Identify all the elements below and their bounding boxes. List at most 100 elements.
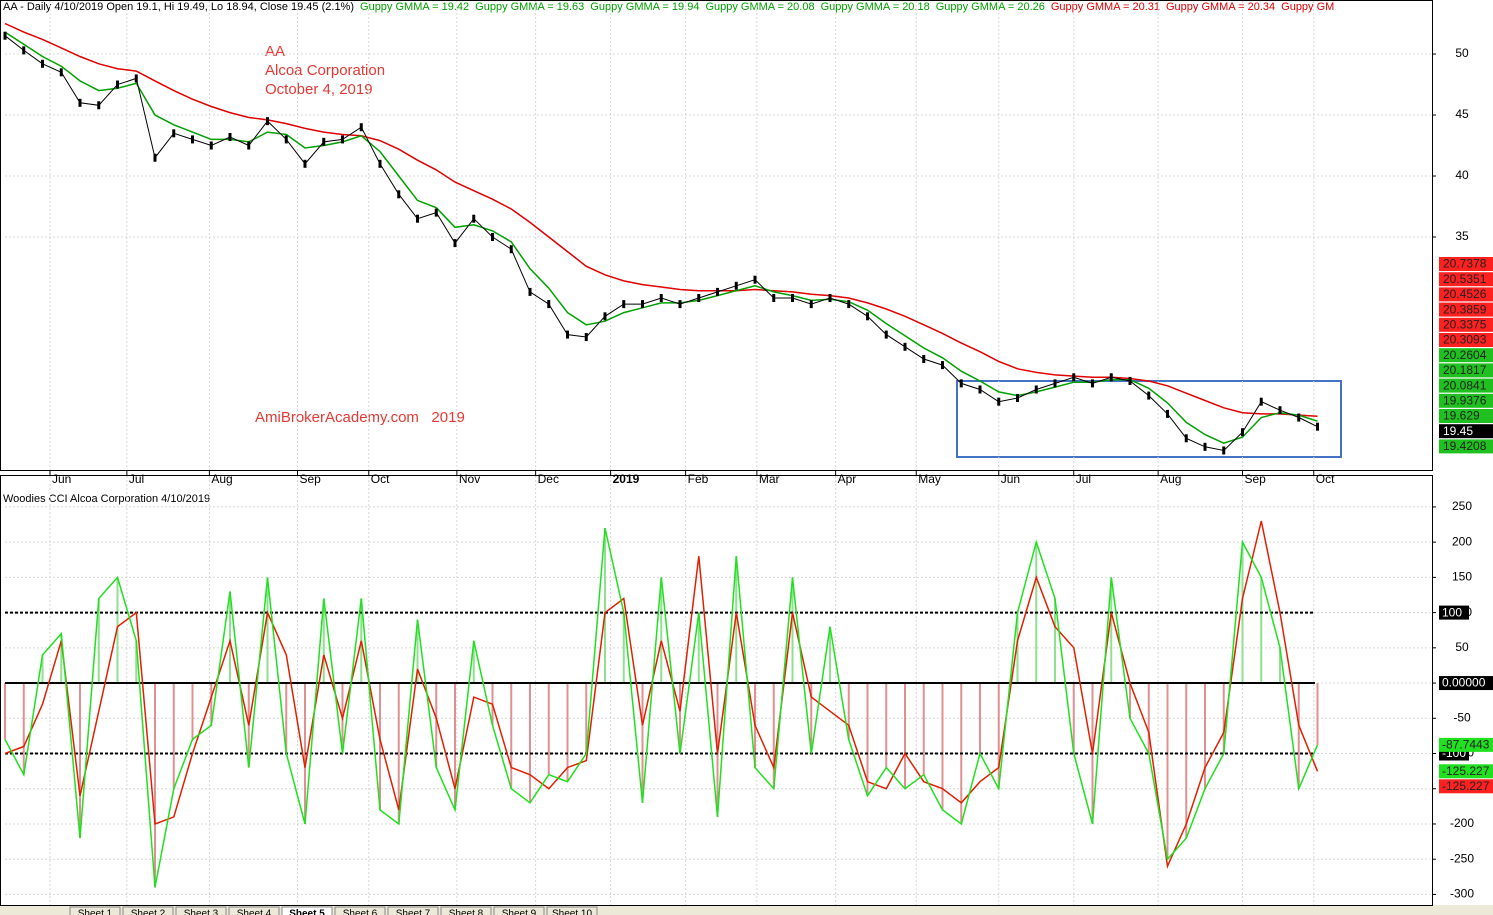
gmma-label: Guppy GMMA = 20.34 bbox=[1166, 1, 1275, 13]
close-mark bbox=[1316, 422, 1319, 431]
gmma-label: Guppy GM bbox=[1281, 1, 1334, 13]
cci-histogram-bar bbox=[1185, 683, 1188, 839]
x-tick-label: Mar bbox=[759, 472, 780, 486]
close-mark bbox=[416, 214, 419, 223]
cci-histogram-bar bbox=[791, 577, 794, 684]
close-mark bbox=[1109, 373, 1113, 382]
close-mark bbox=[1166, 409, 1169, 418]
cci-histogram-bar bbox=[116, 577, 119, 684]
cci-histogram-bar bbox=[979, 683, 981, 754]
y-tick-label: 35 bbox=[1455, 229, 1469, 243]
sheet-tab bbox=[334, 906, 386, 915]
annotation: Alcoa Corporation bbox=[265, 62, 385, 79]
series-line bbox=[4, 22, 1318, 418]
close-mark bbox=[1222, 446, 1226, 455]
panel-frame bbox=[0, 475, 1433, 906]
y-tick-label: 50 bbox=[1455, 640, 1469, 654]
close-mark bbox=[941, 361, 944, 370]
price-badge bbox=[1439, 378, 1493, 393]
sheet-tab-label[interactable]: Sheet 5 bbox=[289, 909, 325, 915]
close-mark bbox=[41, 59, 44, 68]
price-badge bbox=[1439, 363, 1493, 378]
sheet-tab-label[interactable]: Sheet 7 bbox=[396, 909, 431, 915]
close-mark bbox=[659, 294, 663, 303]
close-mark bbox=[603, 312, 607, 321]
sheet-tab-label[interactable]: Sheet 9 bbox=[502, 909, 537, 915]
sheet-tab-label[interactable]: Sheet 10 bbox=[552, 909, 592, 915]
cci-histogram-bar bbox=[772, 683, 775, 789]
cci-histogram-bar bbox=[585, 683, 588, 754]
close-mark bbox=[1184, 434, 1188, 443]
close-mark bbox=[1034, 385, 1038, 394]
sheet-tab-label[interactable]: Sheet 2 bbox=[131, 909, 166, 915]
annotation: October 4, 2019 bbox=[265, 81, 373, 98]
cci-badge bbox=[1439, 764, 1493, 779]
sheet-tab-label[interactable]: Sheet 4 bbox=[237, 909, 272, 915]
close-mark bbox=[1128, 376, 1132, 385]
sheet-tab-label[interactable]: Sheet 1 bbox=[78, 909, 113, 915]
cci-histogram-bar bbox=[1316, 683, 1319, 745]
close-mark bbox=[1278, 406, 1282, 415]
close-mark bbox=[509, 245, 513, 254]
cci-badge-label: -125.227 bbox=[1442, 779, 1490, 793]
cci-histogram-bar bbox=[229, 591, 231, 684]
sheet-tab-label[interactable]: Sheet 8 bbox=[449, 909, 484, 915]
cci-badge-label: -125.227 bbox=[1442, 764, 1490, 778]
cci-histogram-bar bbox=[285, 683, 288, 754]
close-mark bbox=[397, 190, 401, 199]
cci-histogram-bar bbox=[266, 577, 269, 684]
cci-histogram-bar bbox=[547, 683, 550, 775]
cci-badge bbox=[1439, 779, 1493, 794]
cci-histogram-bar bbox=[1222, 683, 1225, 754]
price-badge-label: 20.5351 bbox=[1443, 272, 1487, 286]
gmma-label: Guppy GMMA = 19.63 bbox=[475, 1, 584, 13]
sheet-tab bbox=[387, 906, 439, 915]
cci-histogram-bar bbox=[97, 598, 100, 684]
level-badge bbox=[1439, 676, 1493, 691]
price-badge-label: 20.3375 bbox=[1443, 317, 1487, 331]
cci-histogram-bar bbox=[454, 683, 456, 810]
gmma-label: Guppy GMMA = 20.31 bbox=[1051, 1, 1160, 13]
close-mark bbox=[266, 117, 269, 126]
cci-histogram-bar bbox=[41, 654, 44, 684]
level-badge-label: 100 bbox=[1442, 605, 1462, 619]
price-badge bbox=[1439, 302, 1493, 317]
cci-histogram-bar bbox=[1129, 683, 1131, 719]
cci-histogram-bar bbox=[397, 683, 400, 824]
cci-histogram-bar bbox=[4, 683, 6, 740]
close-mark bbox=[809, 300, 813, 309]
close-mark bbox=[134, 74, 138, 83]
close-mark bbox=[622, 300, 626, 309]
cci-histogram-bar bbox=[566, 683, 569, 782]
close-mark bbox=[528, 287, 532, 296]
level-badge-label: 0.00000 bbox=[1442, 676, 1486, 690]
cci-histogram-bar bbox=[22, 683, 25, 775]
price-badge bbox=[1439, 348, 1493, 363]
x-tick-label: Jul bbox=[1076, 472, 1091, 486]
sheet-tab bbox=[69, 906, 121, 915]
gmma-label: Guppy GMMA = 19.42 bbox=[360, 1, 469, 13]
price-badge bbox=[1439, 409, 1493, 423]
sheet-tab-label[interactable]: Sheet 6 bbox=[343, 909, 378, 915]
cci-title: Woodies CCI Alcoa Corporation 4/10/2019 bbox=[3, 493, 210, 505]
close-mark bbox=[547, 300, 551, 309]
price-badge bbox=[1439, 439, 1493, 454]
cci-histogram-bar bbox=[847, 683, 850, 740]
cci-histogram-bar bbox=[660, 577, 663, 684]
price-badge-label: 19.4208 bbox=[1443, 439, 1487, 453]
close-mark bbox=[697, 294, 701, 303]
tab-bar bbox=[0, 905, 1493, 915]
sheet-tab-label[interactable]: Sheet 3 bbox=[184, 909, 219, 915]
gmma-label: Guppy GMMA = 20.08 bbox=[705, 1, 814, 13]
close-mark bbox=[491, 233, 494, 242]
gmma-label: Guppy GMMA = 20.26 bbox=[936, 1, 1045, 13]
price-badge-label: 20.2604 bbox=[1443, 348, 1487, 362]
close-mark bbox=[641, 300, 644, 309]
close-mark bbox=[359, 123, 363, 132]
close-mark bbox=[3, 31, 7, 40]
cci-histogram-bar bbox=[135, 640, 138, 684]
cci-histogram-bar bbox=[60, 633, 63, 684]
cci-histogram-bar bbox=[1279, 647, 1281, 684]
cci-histogram-bar bbox=[922, 683, 925, 775]
close-mark bbox=[1072, 373, 1076, 382]
